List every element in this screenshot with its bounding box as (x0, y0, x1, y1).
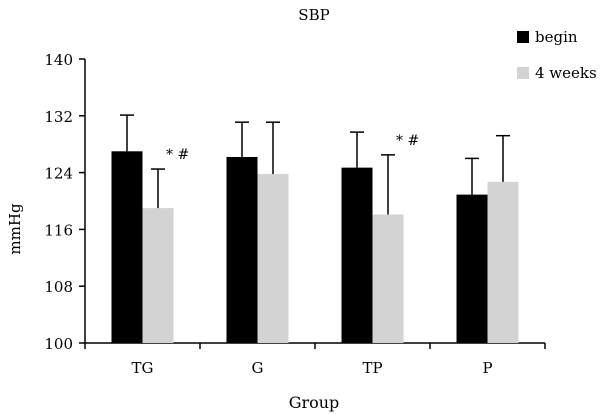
y-tick-label: 140 (44, 51, 73, 69)
bar-4-weeks (257, 174, 289, 343)
y-tick-label: 124 (44, 165, 73, 183)
x-axis-label: Group (289, 393, 340, 412)
bar-begin (111, 151, 143, 343)
plot-area: 100 108 116 124 132 140 TG * # G TP * # P (44, 51, 546, 377)
significance-annotation: * # (396, 133, 419, 149)
legend-label: 4 weeks (535, 64, 597, 82)
bar-4-weeks (142, 208, 174, 343)
bar-begin (341, 167, 373, 343)
x-tick-label: TG (132, 359, 154, 377)
legend-label: begin (535, 28, 578, 46)
legend-swatch (517, 31, 529, 43)
y-tick-label: 132 (44, 108, 73, 126)
x-tick-label: G (252, 359, 264, 377)
x-tick-label: TP (362, 359, 382, 377)
y-axis-label: mmHg (6, 203, 24, 255)
legend-swatch (517, 67, 529, 79)
bar-begin (226, 156, 258, 343)
bar-begin (456, 194, 488, 343)
legend: begin 4 weeks (517, 28, 597, 82)
significance-annotation: * # (166, 147, 189, 163)
y-tick-label: 116 (44, 221, 73, 239)
bar-4-weeks (372, 214, 404, 343)
chart-title: SBP (298, 6, 329, 24)
y-tick-label: 108 (44, 278, 73, 296)
x-tick-label: P (482, 359, 492, 377)
y-tick-label: 100 (44, 335, 73, 353)
bar-4-weeks (487, 181, 519, 343)
